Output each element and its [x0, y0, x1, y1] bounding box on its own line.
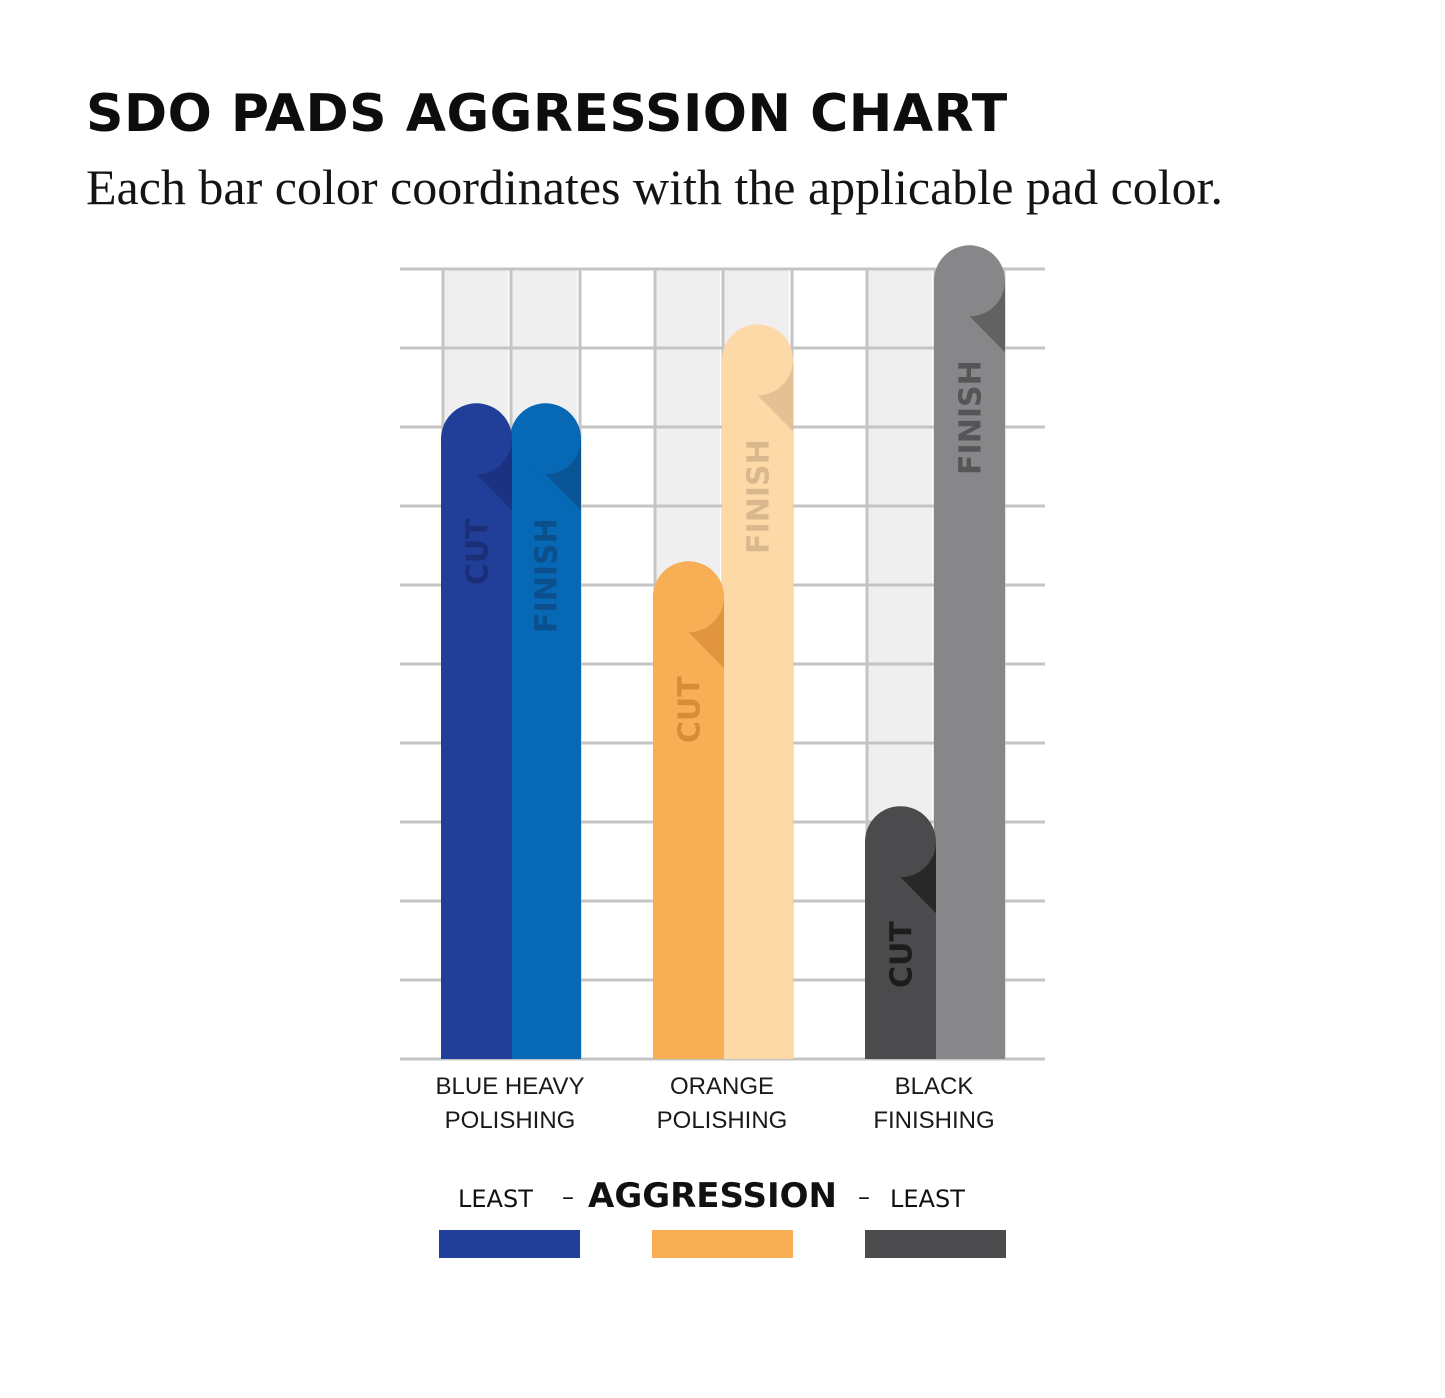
- cut-bar: [653, 561, 724, 1059]
- legend-swatch: [865, 1230, 1006, 1258]
- bar-fold-shadow: [688, 596, 724, 669]
- legend-right-dash: –: [858, 1183, 870, 1211]
- bar-fold-shadow: [969, 280, 1005, 353]
- category-label: FINISHING: [873, 1107, 994, 1134]
- bar-fold-shadow: [757, 359, 793, 432]
- legend-left-dash: –: [562, 1183, 574, 1211]
- bar-cap: [935, 246, 1004, 316]
- legend-left-label: LEAST: [458, 1185, 533, 1213]
- category-label: ORANGE: [670, 1073, 774, 1100]
- bar-fold-shadow: [900, 841, 936, 914]
- bar-cap: [866, 807, 935, 877]
- bar-cap: [442, 404, 511, 474]
- legend-center-label: AGGRESSION: [588, 1176, 837, 1216]
- bar-cap: [511, 404, 580, 474]
- legend-swatch: [439, 1230, 580, 1258]
- bar-cap: [723, 325, 792, 395]
- finish-bar: [934, 245, 1005, 1059]
- finish-bar: [510, 403, 581, 1059]
- category-label: BLUE HEAVY: [436, 1073, 585, 1100]
- category-labels: BLUE HEAVY POLISHING ORANGE POLISHING BLACK F…: [436, 1073, 995, 1134]
- finish-bar: [722, 324, 793, 1059]
- legend: LEAST AGGRESSION LEAST – –: [439, 1176, 1006, 1258]
- finish-bar-label: FINISH: [742, 439, 777, 554]
- finish-bar-label: FINISH: [954, 360, 989, 475]
- bar-fold-shadow: [476, 438, 512, 511]
- legend-right-label: LEAST: [890, 1185, 965, 1213]
- bar-cap: [654, 562, 723, 632]
- legend-swatch: [652, 1230, 793, 1258]
- chart-subtitle: Each bar color coordinates with the appl…: [86, 159, 1224, 215]
- cut-bar-label: CUT: [461, 518, 496, 585]
- cut-bar: [441, 403, 512, 1059]
- cut-bar-label: CUT: [673, 676, 708, 743]
- chart-title: SDO PADS AGGRESSION CHART: [86, 84, 1008, 144]
- bar-fold-shadow: [545, 438, 581, 511]
- category-label: POLISHING: [445, 1107, 576, 1134]
- finish-bar-label: FINISH: [530, 518, 565, 633]
- category-label: POLISHING: [657, 1107, 788, 1134]
- cut-bar-label: CUT: [885, 921, 920, 988]
- category-label: BLACK: [895, 1073, 974, 1100]
- chart-bars: FINISH CUT FINISH CUT FINISH CUT: [441, 245, 1005, 1059]
